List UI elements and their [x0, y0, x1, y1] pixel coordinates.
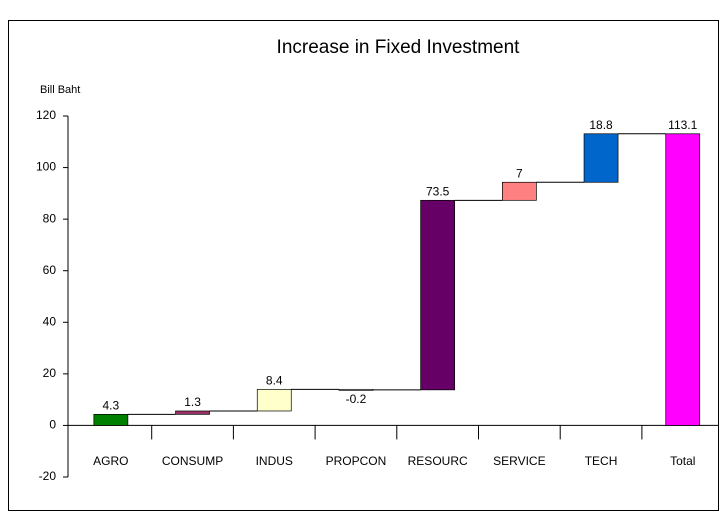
x-tick-label: RESOURC — [408, 454, 468, 468]
y-tick-label: 80 — [43, 211, 57, 225]
y-tick-label: -20 — [39, 469, 57, 483]
y-tick-label: 0 — [49, 418, 56, 432]
x-tick-label: TECH — [585, 454, 618, 468]
data-label: 113.1 — [668, 118, 697, 132]
x-tick-label: Total — [670, 454, 695, 468]
chart-frame — [8, 20, 719, 511]
data-label: -0.2 — [346, 392, 367, 406]
data-label: 7 — [516, 166, 523, 180]
y-axis-label: Bill Baht — [40, 84, 80, 96]
x-tick-label: CONSUMP — [162, 454, 223, 468]
y-tick-label: 40 — [43, 314, 57, 328]
x-tick-label: PROPCON — [326, 454, 387, 468]
bar — [256, 388, 292, 412]
bar — [420, 199, 455, 391]
bar — [93, 413, 129, 426]
x-tick-label: SERVICE — [493, 454, 545, 468]
bar — [175, 410, 210, 415]
data-label: 73.5 — [426, 184, 450, 198]
data-label: 1.3 — [184, 395, 201, 409]
data-label: 4.3 — [103, 399, 120, 413]
data-label: 8.4 — [266, 374, 283, 388]
data-label: 18.8 — [589, 118, 613, 132]
bar — [665, 133, 701, 426]
y-tick-label: 120 — [36, 108, 56, 122]
bar — [502, 181, 537, 201]
chart-title: Increase in Fixed Investment — [277, 37, 521, 58]
y-tick-label: 20 — [43, 366, 57, 380]
bar — [338, 388, 374, 391]
x-tick-label: INDUS — [256, 454, 293, 468]
x-tick-label: AGRO — [93, 454, 128, 468]
y-tick-label: 60 — [43, 263, 57, 277]
y-tick-label: 100 — [36, 160, 56, 174]
bar — [583, 133, 619, 183]
